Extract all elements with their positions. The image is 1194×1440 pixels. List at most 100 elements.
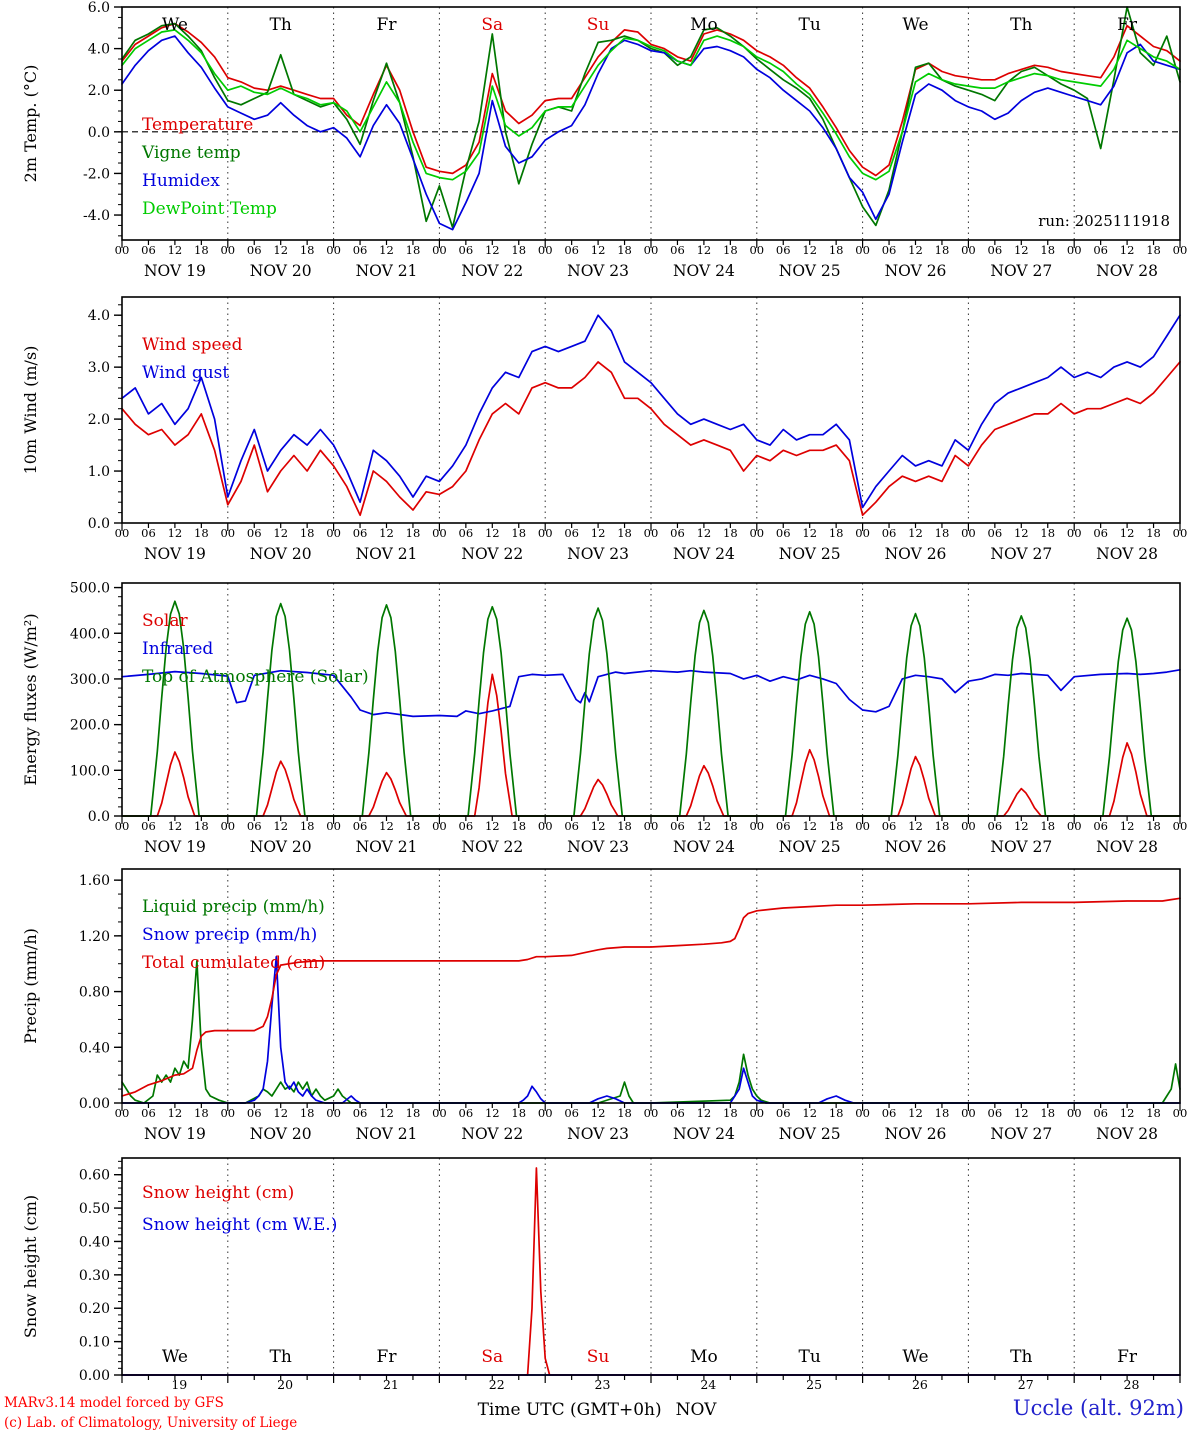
legend-entry: Solar — [142, 611, 188, 631]
day-number-label: 23 — [595, 1377, 611, 1392]
hour-tick-label: 12 — [802, 243, 817, 257]
hour-tick-label: 12 — [168, 1106, 183, 1120]
hour-tick-label: 06 — [564, 1106, 579, 1120]
day-number-label: 21 — [383, 1377, 399, 1392]
hour-tick-label: 00 — [326, 526, 341, 540]
day-name-label: Sa — [481, 15, 503, 35]
day-label: NOV 23 — [567, 262, 629, 280]
day-label: NOV 25 — [779, 838, 841, 856]
hour-tick-label: 18 — [1146, 526, 1161, 540]
y-tick-label: 300.0 — [70, 672, 110, 688]
hour-tick-label: 18 — [300, 243, 315, 257]
series-line — [121, 1167, 1181, 1376]
y-tick-label: 200.0 — [70, 718, 110, 734]
x-axis-caption: Time UTC (GMT+0h) NOV — [0, 1400, 1194, 1420]
day-label: NOV 26 — [885, 838, 947, 856]
day-label: NOV 26 — [885, 262, 947, 280]
day-label: NOV 28 — [1096, 262, 1158, 280]
legend-entry: Snow height (cm W.E.) — [142, 1215, 337, 1235]
hour-tick-label: 18 — [194, 243, 209, 257]
y-tick-label: 0.50 — [79, 1201, 110, 1217]
legend-entry: Wind gust — [142, 363, 229, 383]
hour-tick-label: 06 — [353, 819, 368, 833]
hour-tick-label: 06 — [882, 243, 897, 257]
day-label: NOV 19 — [144, 545, 206, 563]
hour-tick-label: 18 — [406, 526, 421, 540]
day-label: NOV 26 — [885, 1125, 947, 1143]
hour-tick-label: 12 — [273, 1106, 288, 1120]
series-line — [121, 29, 1181, 181]
hour-tick-label: 00 — [432, 526, 447, 540]
hour-tick-label: 06 — [353, 526, 368, 540]
day-number-label: 25 — [806, 1377, 822, 1392]
series-line — [121, 668, 1181, 718]
hour-tick-label: 00 — [115, 1106, 130, 1120]
day-number-label: 26 — [912, 1377, 928, 1392]
day-label: NOV 20 — [250, 545, 312, 563]
hour-tick-label: 00 — [326, 819, 341, 833]
day-label: NOV 21 — [356, 262, 418, 280]
day-label: NOV 19 — [144, 838, 206, 856]
hour-tick-label: 12 — [591, 1106, 606, 1120]
day-name-label: Fr — [377, 15, 398, 35]
hour-tick-label: 12 — [379, 819, 394, 833]
hour-tick-label: 12 — [485, 819, 500, 833]
hour-tick-label: 06 — [882, 526, 897, 540]
hour-tick-label: 00 — [961, 243, 976, 257]
day-label: NOV 25 — [779, 262, 841, 280]
day-label: NOV 21 — [356, 838, 418, 856]
legend-entry: Wind speed — [142, 335, 243, 355]
hour-tick-label: 18 — [194, 819, 209, 833]
y-tick-label: 0.40 — [79, 1234, 110, 1250]
hour-tick-label: 06 — [1093, 1106, 1108, 1120]
y-tick-label: 4.0 — [88, 42, 110, 58]
y-tick-label: 100.0 — [70, 763, 110, 779]
hour-tick-label: 06 — [776, 819, 791, 833]
y-tick-label: 400.0 — [70, 626, 110, 642]
y-tick-label: 0.30 — [79, 1268, 110, 1284]
hour-tick-label: 18 — [406, 243, 421, 257]
hour-tick-label: 18 — [1146, 819, 1161, 833]
hour-tick-label: 06 — [882, 1106, 897, 1120]
hour-tick-label: 12 — [168, 243, 183, 257]
day-name-label: Tu — [799, 15, 821, 35]
day-name-label: We — [162, 15, 188, 35]
day-label: NOV 22 — [461, 262, 523, 280]
hour-tick-label: 00 — [1067, 243, 1082, 257]
day-label: NOV 25 — [779, 545, 841, 563]
hour-tick-label: 12 — [908, 1106, 923, 1120]
hour-tick-label: 00 — [855, 819, 870, 833]
hour-tick-label: 00 — [644, 1106, 659, 1120]
hour-tick-label: 12 — [485, 243, 500, 257]
hour-tick-label: 06 — [1093, 819, 1108, 833]
day-name-label: Mo — [690, 15, 718, 35]
y-tick-label: 6.0 — [88, 0, 110, 16]
day-label: NOV 23 — [567, 838, 629, 856]
hour-tick-label: 18 — [935, 243, 950, 257]
hour-tick-label: 12 — [591, 526, 606, 540]
hour-tick-label: 06 — [564, 819, 579, 833]
y-tick-label: -2.0 — [83, 166, 110, 182]
day-label: NOV 20 — [250, 838, 312, 856]
hour-tick-label: 18 — [829, 243, 844, 257]
hour-tick-label: 06 — [988, 243, 1003, 257]
y-tick-label: 3.0 — [88, 360, 110, 376]
y-tick-label: 0.00 — [79, 1096, 110, 1112]
hour-tick-label: 18 — [1040, 819, 1055, 833]
hour-tick-label: 06 — [776, 243, 791, 257]
series-line — [121, 35, 1181, 231]
legend-entry: Temperature — [142, 115, 253, 135]
hour-tick-label: 18 — [829, 1106, 844, 1120]
y-tick-label: 2.0 — [88, 83, 110, 99]
hour-tick-label: 12 — [1014, 1106, 1029, 1120]
hour-tick-label: 00 — [115, 526, 130, 540]
hour-tick-label: 12 — [273, 819, 288, 833]
hour-tick-label: 18 — [511, 819, 526, 833]
y-tick-label: 1.60 — [79, 873, 110, 889]
day-label: NOV 19 — [144, 1125, 206, 1143]
hour-tick-label: 12 — [697, 1106, 712, 1120]
hour-tick-label: 00 — [1173, 819, 1188, 833]
precip-panel: 0.00 0.40 0.80 1.20 1.60 00 06 12 18 00 06 12 18 00 06… — [21, 868, 1187, 1143]
hour-tick-label: 00 — [749, 1106, 764, 1120]
hour-tick-label: 12 — [379, 1106, 394, 1120]
